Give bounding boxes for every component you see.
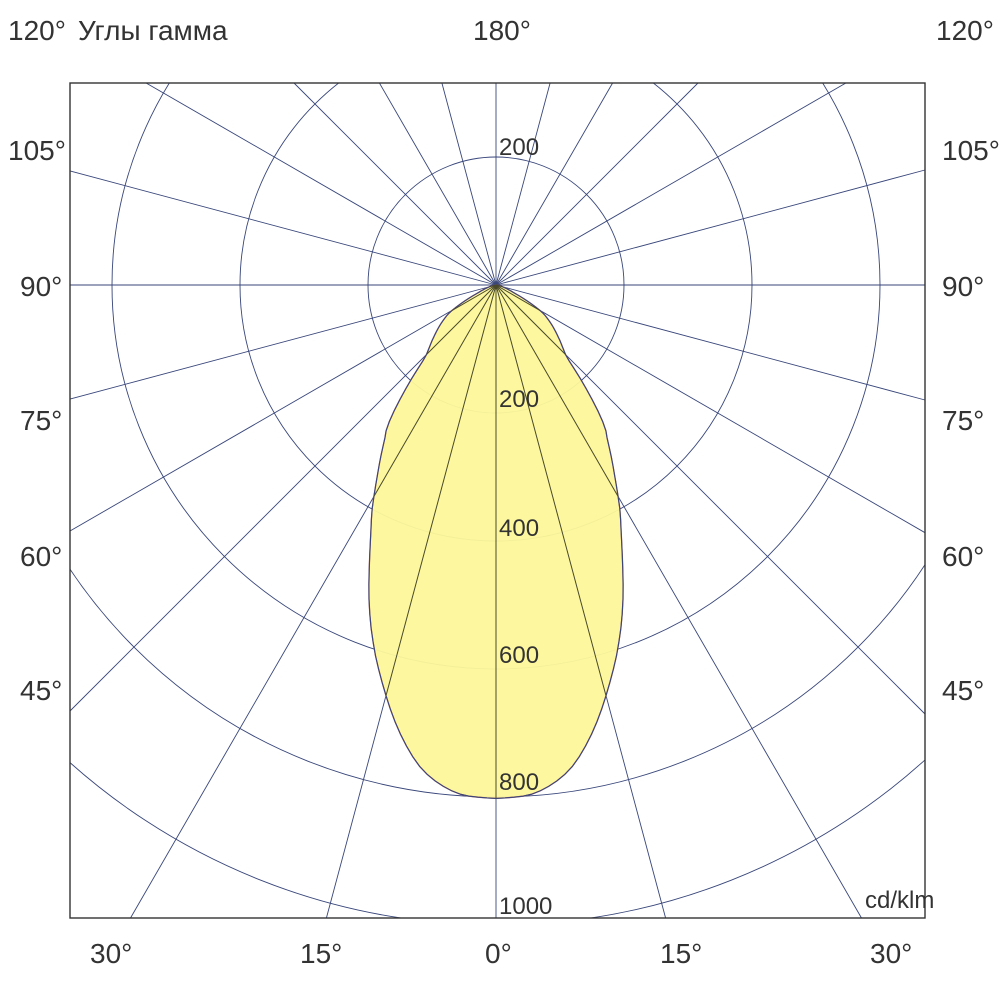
svg-text:60°: 60° [942,541,984,572]
svg-text:0°: 0° [485,938,512,969]
svg-text:15°: 15° [660,938,702,969]
svg-text:120°: 120° [8,15,66,46]
svg-text:60°: 60° [20,541,62,572]
svg-text:105°: 105° [8,135,66,166]
svg-text:90°: 90° [942,271,984,302]
svg-text:600: 600 [499,642,539,669]
svg-text:75°: 75° [942,405,984,436]
svg-text:400: 400 [499,515,539,542]
svg-text:30°: 30° [90,938,132,969]
svg-text:45°: 45° [942,675,984,706]
svg-text:180°: 180° [473,15,531,46]
svg-text:105°: 105° [942,135,1000,166]
svg-text:120°: 120° [936,15,994,46]
svg-text:45°: 45° [20,675,62,706]
svg-text:15°: 15° [300,938,342,969]
svg-text:1000: 1000 [499,893,552,920]
svg-text:30°: 30° [870,938,912,969]
svg-text:cd/klm: cd/klm [865,887,934,914]
svg-text:90°: 90° [20,271,62,302]
svg-text:Углы гамма: Углы гамма [78,15,228,46]
svg-text:800: 800 [499,769,539,796]
svg-text:200: 200 [499,134,539,161]
svg-text:75°: 75° [20,405,62,436]
svg-text:200: 200 [499,386,539,413]
